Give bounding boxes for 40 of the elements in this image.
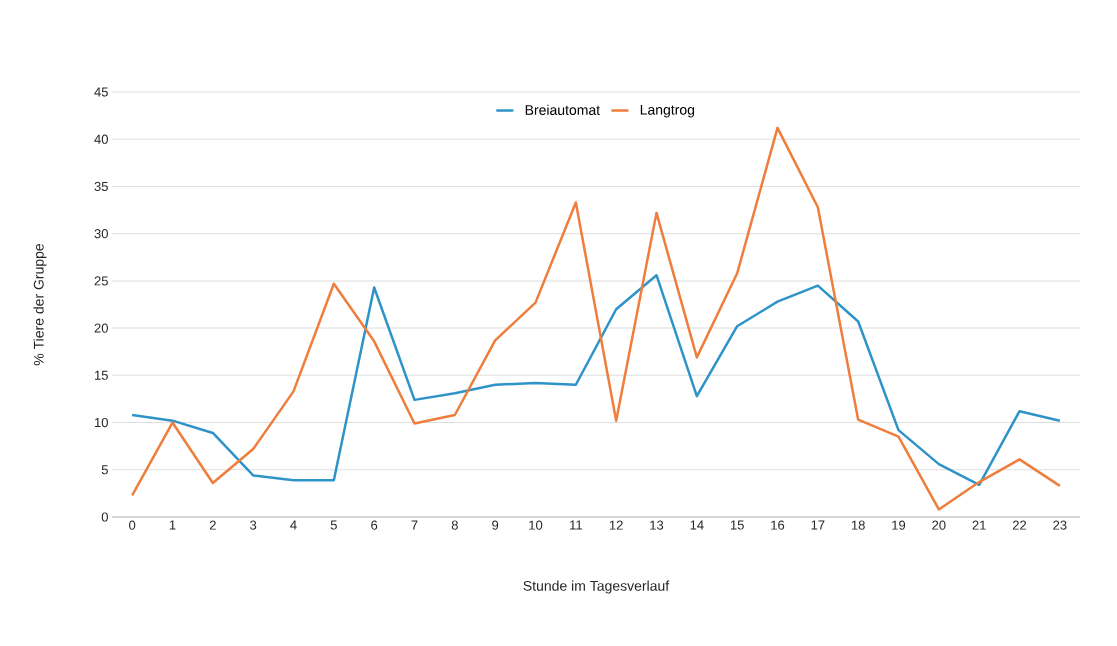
y-tick-label: 35 bbox=[94, 181, 108, 192]
x-tick-label: 19 bbox=[892, 520, 906, 530]
y-axis-title: % Tiere der Gruppe bbox=[33, 243, 47, 366]
x-tick-label: 15 bbox=[730, 520, 744, 530]
x-tick-label: 2 bbox=[209, 520, 216, 530]
y-tick-label: 20 bbox=[94, 323, 108, 333]
x-tick-label: 1 bbox=[169, 520, 176, 530]
x-tick-label: 11 bbox=[570, 520, 582, 530]
x-tick-label: 3 bbox=[250, 520, 257, 530]
x-tick-label: 8 bbox=[451, 520, 458, 530]
y-tick-label: 15 bbox=[95, 370, 108, 380]
legend-label: Langtrog bbox=[640, 104, 695, 118]
x-tick-label: 6 bbox=[371, 520, 378, 530]
x-tick-label: 0 bbox=[129, 520, 136, 530]
y-tick-label: 0 bbox=[101, 512, 108, 522]
x-tick-label: 5 bbox=[330, 520, 337, 530]
legend-label: Breiautomat bbox=[525, 104, 600, 115]
x-tick-label: 10 bbox=[529, 520, 543, 530]
x-tick-label: 14 bbox=[690, 520, 704, 530]
x-tick-label: 17 bbox=[811, 520, 825, 530]
x-tick-label: 23 bbox=[1053, 520, 1067, 530]
x-tick-label: 4 bbox=[290, 520, 297, 530]
x-tick-label: 13 bbox=[650, 520, 664, 530]
x-tick-label: 18 bbox=[851, 520, 865, 530]
x-axis-title: Stunde im Tagesverlauf bbox=[523, 580, 670, 594]
x-tick-label: 16 bbox=[771, 520, 785, 530]
x-tick-label: 21 bbox=[972, 520, 986, 530]
y-tick-label: 30 bbox=[94, 229, 108, 239]
y-tick-label: 45 bbox=[94, 87, 108, 97]
y-tick-label: 10 bbox=[95, 417, 108, 428]
x-tick-label: 7 bbox=[411, 520, 418, 530]
x-tick-label: 22 bbox=[1012, 520, 1027, 530]
x-tick-label: 9 bbox=[492, 520, 499, 530]
y-tick-label: 25 bbox=[94, 276, 108, 286]
line-series bbox=[130, 273, 1062, 487]
y-tick-label: 5 bbox=[101, 465, 108, 475]
x-tick-label: 12 bbox=[609, 520, 623, 530]
y-tick-label: 40 bbox=[94, 134, 108, 144]
x-tick-label: 20 bbox=[932, 520, 946, 530]
line-series bbox=[130, 126, 1062, 511]
